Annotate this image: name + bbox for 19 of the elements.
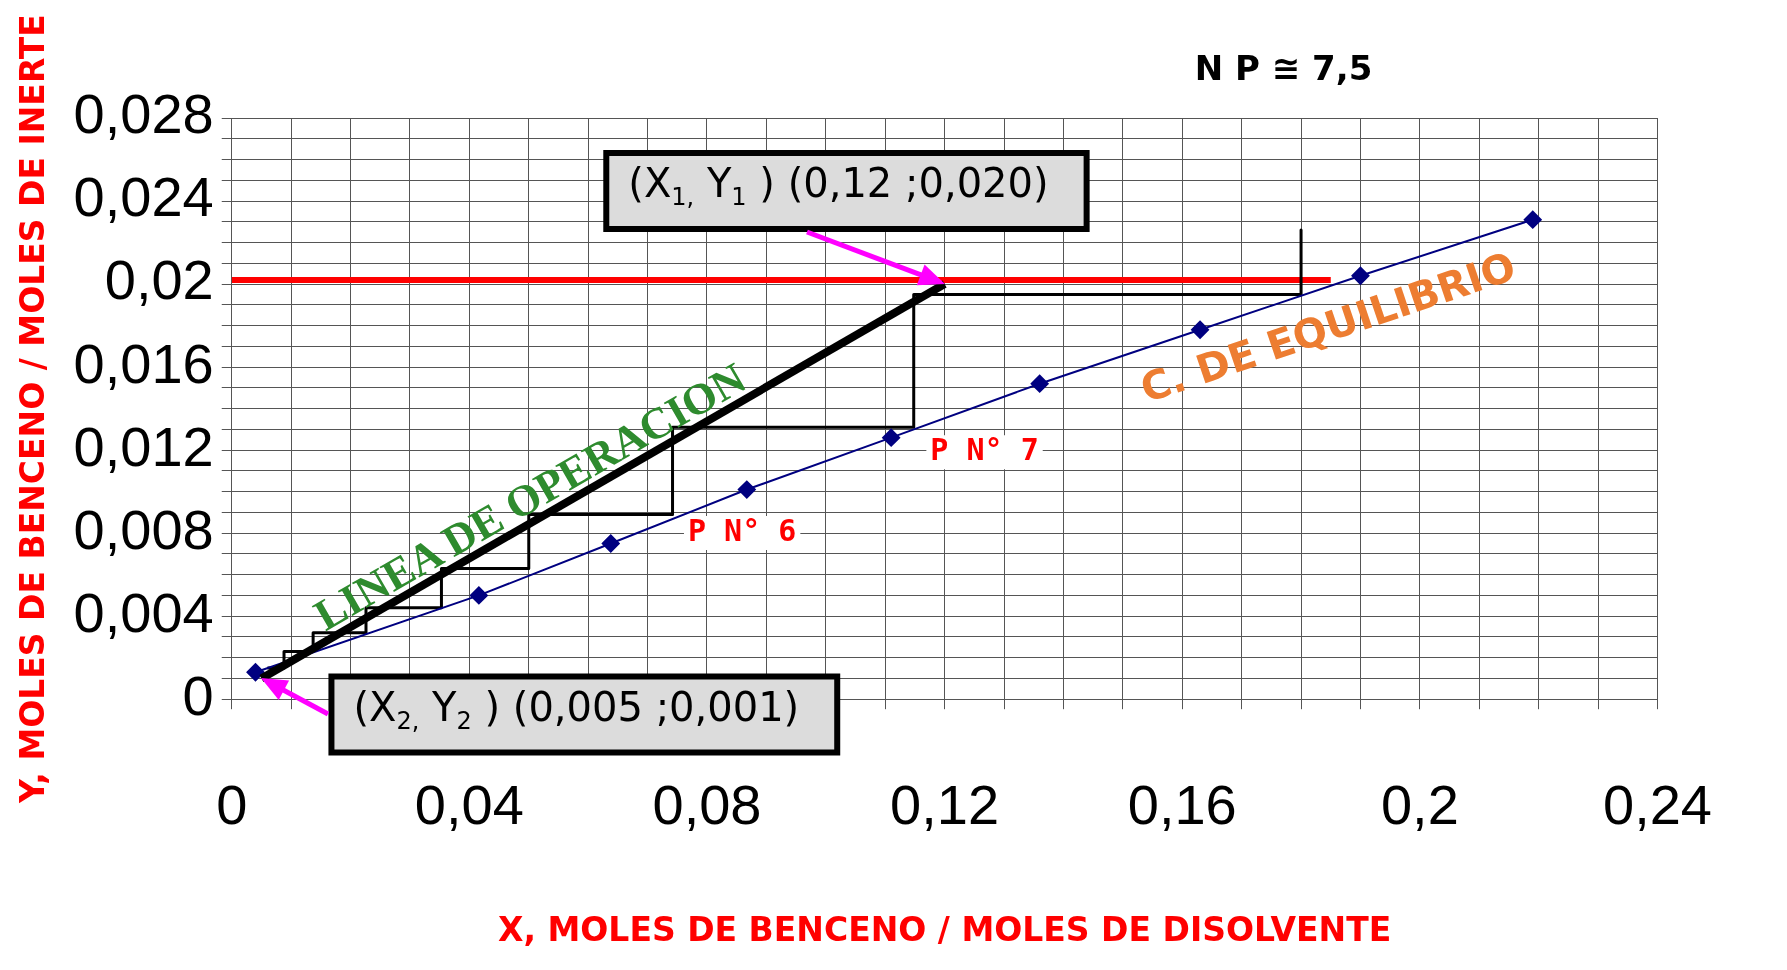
y-tick-label: 0,004: [73, 580, 214, 644]
x-tick-label: 0,2: [1380, 773, 1459, 837]
text: N P ≅ 7,5: [1194, 48, 1373, 89]
y-tick-label: 0,016: [73, 331, 214, 395]
x-tick-label: 0,16: [1127, 773, 1237, 837]
y-tick-label: 0,012: [73, 414, 214, 478]
x-tick-label: 0,12: [890, 773, 1000, 837]
y-tick-label: 0,008: [73, 497, 214, 561]
y-tick-label: 0,02: [104, 248, 214, 312]
x-tick-label: 0,24: [1603, 773, 1712, 837]
x-tick-label: 0,04: [414, 773, 524, 837]
annotation: P N° 6: [687, 512, 797, 548]
y-axis-title: Y, MOLES DE BENCENO / MOLES DE INERTE: [13, 14, 53, 805]
y-tick-label: 0,028: [73, 82, 214, 146]
x-axis-title: X, MOLES DE BENCENO / MOLES DE DISOLVENTE: [497, 909, 1392, 949]
y-tick-label: 0: [182, 663, 214, 727]
x-tick-label: 0,08: [652, 773, 762, 837]
annotation: P N° 7: [930, 431, 1039, 467]
y-tick-label: 0,024: [73, 165, 214, 229]
